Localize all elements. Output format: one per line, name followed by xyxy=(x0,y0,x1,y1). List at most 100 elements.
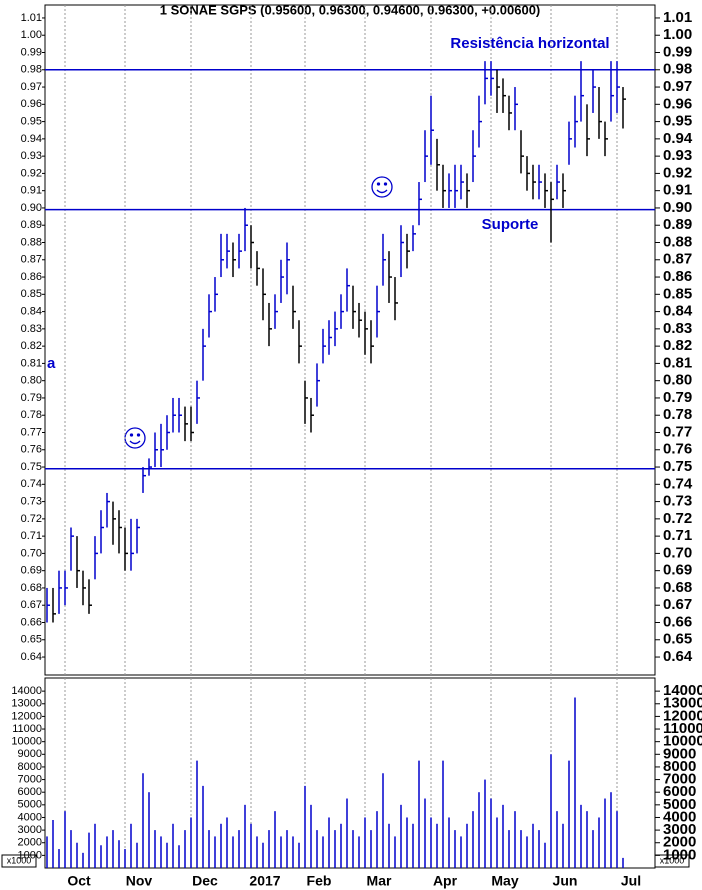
y-tick-label: 4000 xyxy=(18,811,42,823)
y-tick-label: 0.64 xyxy=(21,651,42,663)
y-tick-label: 1000 xyxy=(663,846,696,863)
y-tick-label: 0.89 xyxy=(663,216,692,233)
y-tick-label: 12000 xyxy=(663,707,702,724)
y-tick-label: 0.79 xyxy=(663,389,692,406)
y-tick-label: 0.69 xyxy=(21,565,42,577)
y-tick-label: 11000 xyxy=(663,720,702,737)
y-tick-label: 0.93 xyxy=(663,147,692,164)
x-tick-label: Jun xyxy=(553,873,578,889)
y-tick-label: 0.74 xyxy=(21,478,42,490)
x-tick-label: Jul xyxy=(621,873,641,889)
y-tick-label: 0.67 xyxy=(663,596,692,613)
y-tick-label: 0.87 xyxy=(663,251,692,268)
y-tick-label: 0.78 xyxy=(663,406,692,423)
y-tick-label: 0.90 xyxy=(21,202,42,214)
y-tick-label: 0.80 xyxy=(21,375,42,387)
y-tick-label: 0.69 xyxy=(663,562,692,579)
x-tick-label: Mar xyxy=(367,873,392,889)
y-tick-label: 2000 xyxy=(663,834,696,851)
y-tick-label: 0.81 xyxy=(663,354,692,371)
y-tick-label: 0.92 xyxy=(663,164,692,181)
y-tick-label: 0.66 xyxy=(21,616,42,628)
y-tick-label: 0.71 xyxy=(21,530,42,542)
y-tick-label: 14000 xyxy=(663,682,702,699)
unit-label: x1000 xyxy=(660,855,685,865)
y-tick-label: 0.95 xyxy=(21,115,42,127)
smiley xyxy=(124,427,146,449)
smiley xyxy=(371,176,393,198)
y-tick-label: 6000 xyxy=(663,783,696,800)
y-tick-label: 6000 xyxy=(18,786,42,798)
y-tick-label: 0.88 xyxy=(663,233,692,250)
y-tick-label: 1.01 xyxy=(21,12,42,24)
y-tick-label: 0.99 xyxy=(21,46,42,58)
y-tick-label: 10000 xyxy=(11,736,42,748)
y-tick-label: 0.91 xyxy=(663,182,692,199)
y-tick-label: 0.77 xyxy=(21,426,42,438)
y-tick-label: 0.70 xyxy=(663,544,692,561)
y-tick-label: 0.97 xyxy=(663,78,692,95)
y-tick-label: 0.83 xyxy=(663,320,692,337)
y-tick-label: 0.85 xyxy=(663,285,692,302)
y-tick-label: 0.96 xyxy=(663,95,692,112)
y-tick-label: 0.73 xyxy=(663,493,692,510)
y-tick-label: 0.80 xyxy=(663,372,692,389)
unit-box xyxy=(654,854,690,868)
x-tick-label: Dec xyxy=(192,873,218,889)
y-tick-label: 0.82 xyxy=(663,337,692,354)
y-tick-label: 0.97 xyxy=(21,81,42,93)
y-tick-label: 0.67 xyxy=(21,599,42,611)
x-tick-label: May xyxy=(491,873,518,889)
y-tick-label: 0.76 xyxy=(663,441,692,458)
y-tick-label: 10000 xyxy=(663,733,702,750)
x-tick-label: Nov xyxy=(126,873,153,889)
y-tick-label: 0.95 xyxy=(663,113,692,130)
volume-panel xyxy=(44,677,656,869)
y-tick-label: 5000 xyxy=(18,799,42,811)
annotation: a xyxy=(47,355,56,372)
y-tick-label: 8000 xyxy=(663,758,696,775)
y-tick-label: 9000 xyxy=(18,748,42,760)
x-tick-label: Oct xyxy=(67,873,91,889)
y-tick-label: 0.94 xyxy=(663,130,693,147)
price-panel xyxy=(44,4,656,676)
unit-label: x1000 xyxy=(7,855,32,865)
y-tick-label: 1.01 xyxy=(663,9,692,26)
y-tick-label: 0.93 xyxy=(21,150,42,162)
y-tick-label: 0.92 xyxy=(21,167,42,179)
y-tick-label: 0.68 xyxy=(21,582,42,594)
y-tick-label: 0.75 xyxy=(663,458,692,475)
y-tick-label: 0.65 xyxy=(21,634,42,646)
y-tick-label: 2000 xyxy=(18,837,42,849)
x-tick-label: 2017 xyxy=(249,873,280,889)
y-tick-label: 0.70 xyxy=(21,547,42,559)
x-tick-label: Feb xyxy=(307,873,332,889)
y-tick-label: 0.66 xyxy=(663,613,692,630)
y-tick-label: 0.79 xyxy=(21,392,42,404)
y-tick-label: 0.96 xyxy=(21,98,42,110)
y-tick-label: 0.74 xyxy=(663,475,693,492)
y-tick-label: 7000 xyxy=(663,771,696,788)
y-tick-label: 5000 xyxy=(663,796,696,813)
y-tick-label: 12000 xyxy=(11,710,42,722)
y-tick-label: 11000 xyxy=(12,723,42,735)
y-tick-label: 8000 xyxy=(18,761,42,773)
y-tick-label: 0.75 xyxy=(21,461,42,473)
annotation: Suporte xyxy=(482,216,539,233)
y-tick-label: 0.73 xyxy=(21,495,42,507)
y-tick-label: 0.98 xyxy=(21,64,42,76)
y-tick-label: 0.87 xyxy=(21,254,42,266)
y-tick-label: 0.72 xyxy=(663,510,692,527)
y-tick-label: 13000 xyxy=(11,698,42,710)
y-tick-label: 0.72 xyxy=(21,513,42,525)
y-tick-label: 0.88 xyxy=(21,236,42,248)
y-tick-label: 0.68 xyxy=(663,579,692,596)
y-tick-label: 0.76 xyxy=(21,444,42,456)
y-tick-label: 0.82 xyxy=(21,340,42,352)
annotation: Resistência horizontal xyxy=(450,35,609,52)
y-tick-label: 0.81 xyxy=(21,357,42,369)
y-tick-label: 4000 xyxy=(663,808,696,825)
unit-box xyxy=(1,854,37,868)
y-tick-label: 3000 xyxy=(18,824,42,836)
